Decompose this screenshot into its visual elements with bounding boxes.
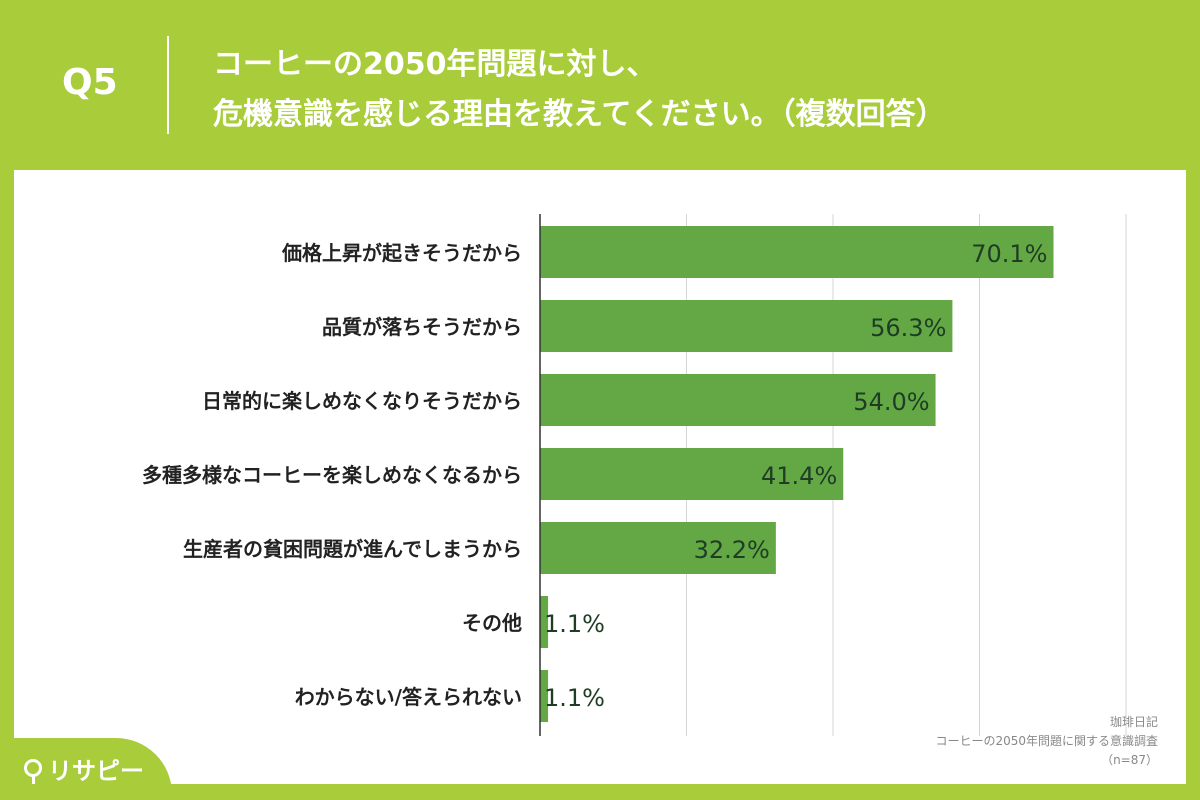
bar-5 <box>540 596 549 648</box>
bar-3 <box>540 448 844 500</box>
category-label-2: 日常的に楽しめなくなりそうだから <box>202 389 522 413</box>
value-label-3: 41.4% <box>761 462 837 490</box>
category-label-0: 価格上昇が起きそうだから <box>281 241 522 265</box>
value-label-1: 56.3% <box>870 314 946 342</box>
bar-2 <box>540 374 936 426</box>
question-number: Q5 <box>62 62 118 103</box>
category-label-6: わからない/答えられない <box>295 685 522 709</box>
source-line-1: 珈琲日記 <box>1109 715 1158 729</box>
logo-text: リサピー <box>48 756 144 785</box>
question-line-1: コーヒーの2050年問題に対し、 <box>213 47 657 82</box>
header: Q5 コーヒーの2050年問題に対し、 危機意識を感じる理由を教えてください。（… <box>0 0 1200 170</box>
value-label-5: 1.1% <box>544 610 605 638</box>
category-label-1: 品質が落ちそうだから <box>322 315 522 339</box>
category-label-5: その他 <box>462 611 522 635</box>
header-divider <box>167 36 169 134</box>
value-label-2: 54.0% <box>853 388 929 416</box>
question-title: コーヒーの2050年問題に対し、 危機意識を感じる理由を教えてください。（複数回… <box>213 40 1173 140</box>
chart-card: 価格上昇が起きそうだから 70.1% 品質が落ちそうだから 56.3% 日常的に楽しめな… <box>14 170 1186 784</box>
bar-4 <box>540 522 776 574</box>
category-label-3: 多種多様なコーヒーを楽しめなくなるから <box>142 463 522 487</box>
bar-1 <box>540 300 953 352</box>
pin-icon <box>24 759 42 784</box>
bar-0 <box>540 226 1054 278</box>
brand-logo: リサピー <box>24 750 144 786</box>
question-line-2: 危機意識を感じる理由を教えてください。（複数回答） <box>213 97 946 132</box>
value-label-6: 1.1% <box>544 684 605 712</box>
bar-6 <box>540 670 549 722</box>
value-label-4: 32.2% <box>694 536 770 564</box>
source-line-3: （n=87） <box>1101 753 1158 767</box>
category-label-4: 生産者の貧困問題が進んでしまうから <box>183 537 522 561</box>
value-label-0: 70.1% <box>971 240 1047 268</box>
source-line-2: コーヒーの2050年問題に関する意識調査 <box>935 734 1158 748</box>
source-note: 珈琲日記 コーヒーの2050年問題に関する意識調査 （n=87） <box>935 713 1158 770</box>
bar-chart: 価格上昇が起きそうだから 70.1% 品質が落ちそうだから 56.3% 日常的に楽しめな… <box>142 214 1127 736</box>
